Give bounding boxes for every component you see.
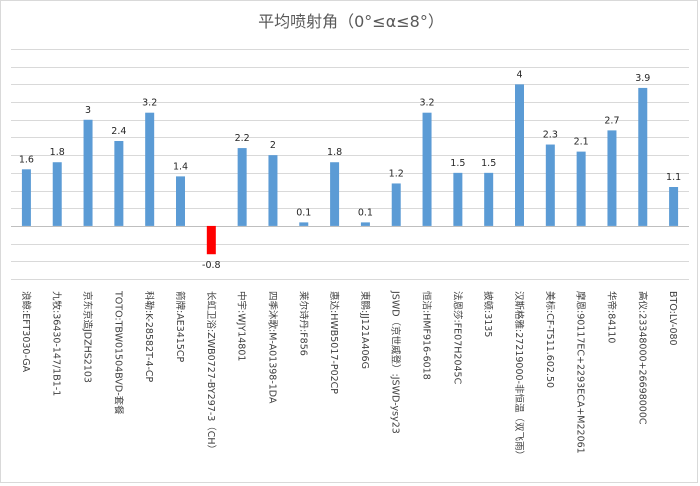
category-label: 披顿:3135 <box>482 291 494 337</box>
category-label: TOTO:TBW01504BVD-套餐 <box>112 290 124 415</box>
bar <box>330 162 340 226</box>
bar <box>515 84 524 226</box>
bar <box>545 144 555 226</box>
category-label: JSWD（京世威登）:JSWD-ysy23 <box>390 290 402 434</box>
data-label: 1.2 <box>389 168 404 179</box>
category-label: 科勒:K-28582T-4-CP <box>143 291 155 383</box>
data-label: 0.1 <box>296 207 311 218</box>
data-label: 1.8 <box>50 147 65 158</box>
data-label: 3.9 <box>635 73 650 84</box>
bar <box>114 141 124 226</box>
bar <box>607 130 617 226</box>
category-label: 中宇:WJY14801 <box>236 291 248 361</box>
data-label: 2.2 <box>235 133 250 144</box>
category-label: 浪鲸:EFT3030-GA <box>20 291 32 373</box>
category-label: 美标:CF-T511.602.50 <box>544 291 556 388</box>
bar <box>145 112 155 226</box>
category-label: 长虹卫浴:ZWB0727-BY297-3（CH） <box>205 291 217 454</box>
category-label: 九牧:36430-147/1B1-1 <box>51 291 63 396</box>
bar <box>176 176 185 226</box>
data-label: 4 <box>516 69 522 80</box>
data-label: 3.2 <box>142 98 157 109</box>
category-label: 京东京造JDZHS2103 <box>82 291 94 383</box>
data-label: -0.8 <box>202 260 221 271</box>
bar <box>576 151 586 226</box>
data-label: 2.4 <box>111 126 126 137</box>
bar <box>21 169 31 226</box>
bar <box>83 119 93 226</box>
category-label: 箭牌:AE3415CP <box>174 291 186 363</box>
data-label: 3 <box>85 105 91 116</box>
bar <box>453 172 463 226</box>
data-label: 3.2 <box>419 98 434 109</box>
data-label: 1.6 <box>19 154 34 165</box>
bars <box>21 84 679 255</box>
category-labels: 浪鲸:EFT3030-GA 九牧:36430-147/1B1-1 京东京造JDZHS… <box>20 290 678 460</box>
category-label: 华帝:84110 <box>605 291 617 343</box>
bar <box>299 222 309 226</box>
data-label: 0.1 <box>358 207 373 218</box>
data-label: 2.7 <box>604 115 619 126</box>
category-label: 惠达:HWB5017-P02CP <box>328 291 340 394</box>
grid-lines <box>11 49 689 280</box>
category-label: 四季沐歌:M-A01398-1DA <box>266 291 278 404</box>
bar <box>669 187 679 226</box>
category-label: 東鹏:JJ121A406G <box>359 291 371 369</box>
category-label: 莱尔诗丹:F856 <box>297 291 309 356</box>
category-label: 摩恩:90117EC+2293ECA+M22061 <box>575 291 587 454</box>
data-label: 1.8 <box>327 147 342 158</box>
category-label: 高仪:23348000+26698000C <box>636 291 648 425</box>
category-label: 法恩莎:FE07H2045C <box>451 291 463 385</box>
bar <box>422 112 432 226</box>
bar <box>237 148 247 226</box>
value-labels: 1.6 1.8 3 2.4 3.2 1.4 -0.8 2.2 2 0.1 1.8 0.1 1.2 3.2 1… <box>19 69 681 271</box>
bar <box>638 87 648 226</box>
category-label: 汉斯格雅:27219000-非恒温（双飞雨） <box>513 291 525 460</box>
bar <box>52 162 62 226</box>
category-label: 恒洁:HMF916-6018 <box>421 291 433 380</box>
data-label: 2 <box>270 140 276 151</box>
data-label: 1.5 <box>450 158 465 169</box>
chart-title: 平均喷射角（0°≤α≤8°） <box>258 12 444 31</box>
category-label: BTO:LV-080 <box>667 291 678 346</box>
bar <box>484 172 494 226</box>
data-label: 2.3 <box>543 130 558 141</box>
data-label: 1.1 <box>666 172 681 183</box>
bar <box>206 225 216 255</box>
bar <box>391 183 401 226</box>
bar <box>360 222 370 226</box>
data-label: 2.1 <box>574 137 589 148</box>
bar <box>268 155 278 226</box>
data-label: 1.4 <box>173 161 188 172</box>
data-label: 1.5 <box>481 158 496 169</box>
